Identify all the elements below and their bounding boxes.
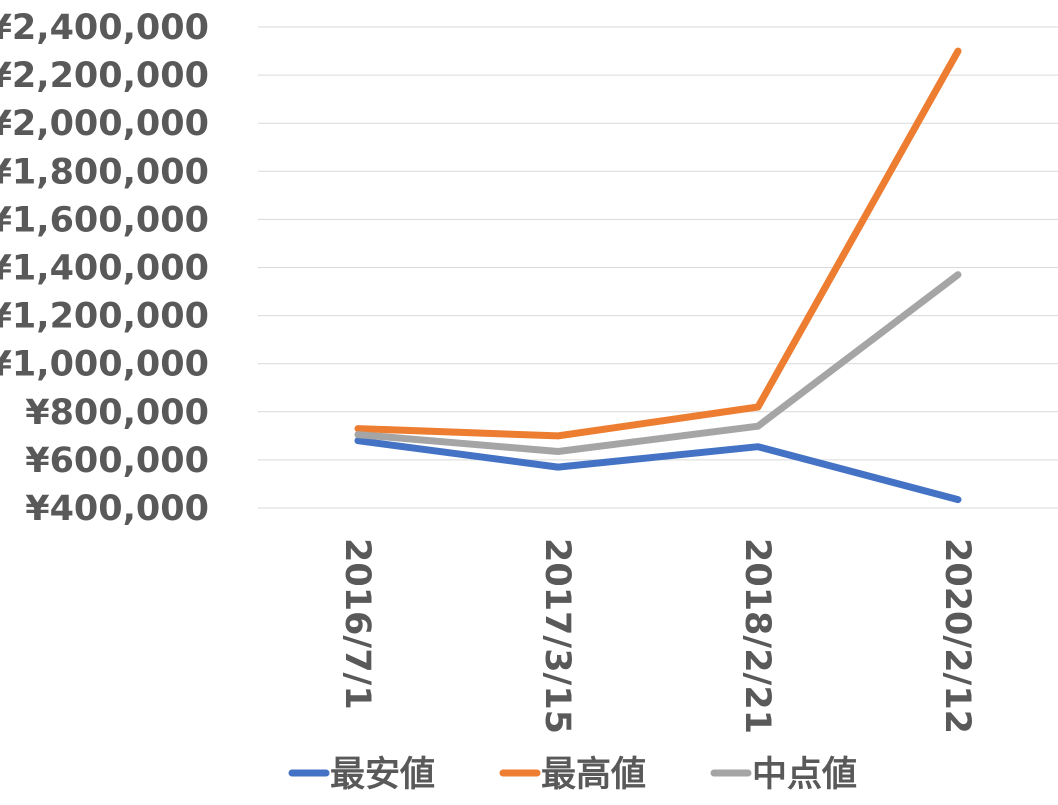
y-tick-label: ¥600,000 [25, 441, 209, 481]
y-tick-label: ¥1,000,000 [0, 345, 209, 385]
series-line-3 [354, 271, 962, 455]
series-lines [354, 47, 962, 504]
y-tick-label: ¥1,800,000 [0, 152, 209, 192]
legend: 最安値 最高値 中点値 [288, 755, 857, 795]
legend-label: 中点値 [752, 755, 857, 795]
y-tick-label: ¥1,600,000 [0, 200, 209, 240]
y-tick-label: ¥2,200,000 [0, 56, 209, 96]
x-tick-label: 2020/2/12 [937, 538, 977, 734]
x-tick-label: 2016/7/1 [337, 538, 377, 710]
legend-label: 最安値 [330, 755, 435, 795]
series-line-2 [354, 47, 962, 440]
series-line-1 [354, 437, 962, 504]
y-tick-label: ¥400,000 [25, 489, 209, 529]
y-tick-label: ¥800,000 [25, 393, 209, 433]
gridlines [258, 26, 1058, 509]
x-tick-label: 2018/2/21 [737, 538, 777, 734]
x-tick-label: 2017/3/15 [537, 538, 577, 734]
x-axis-tick-labels: 2016/7/1 2017/3/15 2018/2/21 2020/2/12 [337, 538, 977, 734]
y-tick-label: ¥1,400,000 [0, 249, 209, 289]
y-tick-label: ¥1,200,000 [0, 297, 209, 337]
y-axis-tick-labels: ¥400,000 ¥600,000 ¥800,000 ¥1,000,000 ¥1,200… [0, 8, 209, 529]
y-tick-label: ¥2,000,000 [0, 104, 209, 144]
y-tick-label: ¥2,400,000 [0, 8, 209, 48]
legend-label: 最高値 [541, 755, 646, 795]
